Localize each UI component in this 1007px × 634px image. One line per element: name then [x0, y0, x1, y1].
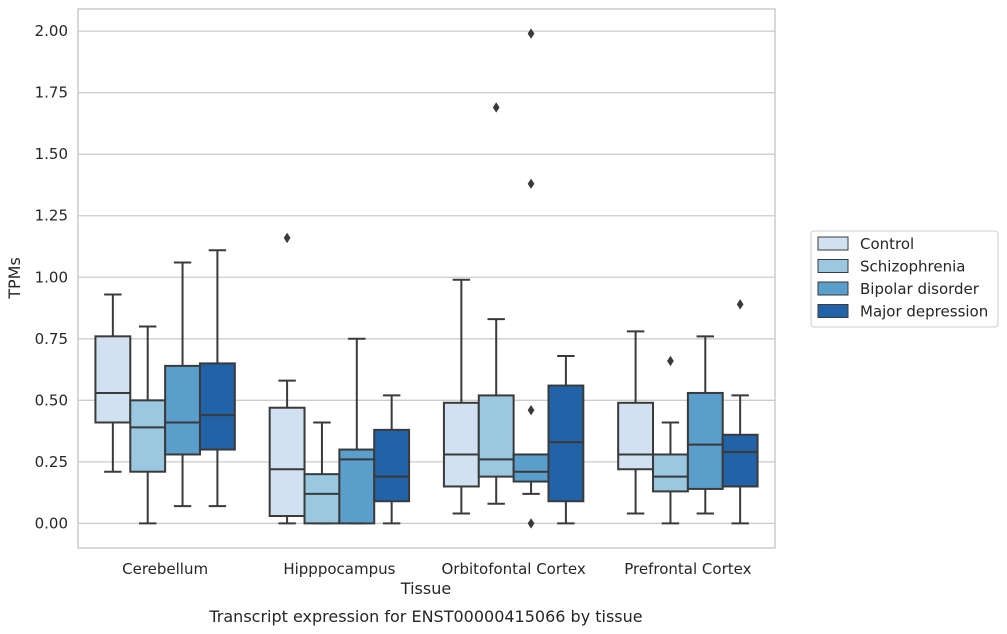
chart-caption: Transcript expression for ENST0000041506…: [208, 607, 642, 626]
outlier-point: [527, 28, 535, 39]
legend-label: Schizophrenia: [860, 258, 965, 276]
box-iqr: [164, 364, 201, 456]
box-iqr: [198, 362, 236, 451]
outlier-point: [283, 232, 291, 244]
x-tick-labels: Cerebellum Hipppocampus Orbitofontal Corte…: [122, 560, 751, 578]
box-0-3: [198, 249, 236, 508]
y-tick-labels: 0.00 0.25 0.50 0.75 1.00 1.25 1.50 1.75 2.00: [35, 22, 68, 532]
box-iqr: [617, 401, 655, 471]
box-iqr: [547, 384, 585, 503]
outlier-point: [736, 299, 744, 310]
legend-frame: [810, 230, 999, 328]
box-2-1: [477, 102, 515, 505]
box-iqr: [652, 453, 689, 493]
box-iqr: [512, 453, 550, 483]
y-tick-label: 0.75: [35, 330, 68, 348]
y-tick-label: 0.25: [35, 453, 68, 471]
legend: Control Schizophrenia Bipolar disorder Majo…: [810, 230, 999, 328]
x-tick-label: Prefrontal Cortex: [624, 560, 751, 578]
outlier-point: [667, 355, 674, 367]
box-1-1: [303, 421, 341, 525]
box-iqr: [373, 428, 411, 503]
box-iqr: [442, 401, 480, 488]
box-iqr: [94, 335, 132, 424]
y-tick-label: 0.50: [35, 391, 68, 409]
box-3-3: [721, 299, 759, 525]
box-iqr: [686, 391, 724, 490]
box-iqr: [303, 473, 341, 525]
box-iqr: [129, 399, 167, 473]
box-3-1: [652, 355, 689, 525]
x-tick-label: Cerebellum: [122, 560, 208, 578]
box-2-3: [547, 355, 585, 525]
x-tick-label: Orbitofontal Cortex: [442, 560, 586, 578]
box-1-0: [268, 232, 306, 525]
legend-label: Major depression: [860, 303, 988, 321]
box-2-2: [512, 28, 550, 529]
legend-label: Control: [860, 235, 914, 253]
boxes: [94, 28, 759, 529]
y-tick-label: 1.00: [35, 268, 68, 286]
outlier-point: [527, 178, 535, 189]
box-1-3: [373, 394, 411, 525]
box-iqr: [338, 448, 376, 525]
legend-label: Bipolar disorder: [860, 280, 980, 298]
legend-swatch: [817, 304, 849, 318]
x-axis-title: Tissue: [400, 579, 451, 598]
y-tick-label: 0.00: [35, 514, 68, 532]
box-iqr: [721, 433, 759, 488]
box-0-0: [94, 293, 132, 473]
box-iqr: [268, 406, 306, 518]
box-0-2: [164, 261, 201, 508]
y-tick-label: 1.75: [35, 84, 68, 102]
y-tick-label: 1.50: [35, 145, 68, 163]
legend-swatch: [817, 281, 849, 296]
box-2-0: [442, 278, 480, 515]
y-tick-label: 1.25: [35, 207, 68, 225]
legend-swatch: [817, 236, 849, 251]
box-0-1: [129, 325, 167, 525]
box-3-2: [686, 335, 724, 515]
box-3-0: [617, 330, 655, 515]
outlier-point: [492, 102, 500, 113]
plot-frame: [77, 8, 776, 549]
outlier-point: [527, 404, 535, 416]
y-axis-title: TPMs: [5, 257, 24, 300]
legend-swatch: [817, 259, 849, 273]
outlier-point: [527, 518, 535, 529]
box-1-2: [338, 337, 376, 525]
y-tick-label: 2.00: [35, 22, 68, 40]
box-iqr: [477, 394, 515, 478]
x-tick-label: Hipppocampus: [283, 560, 395, 578]
